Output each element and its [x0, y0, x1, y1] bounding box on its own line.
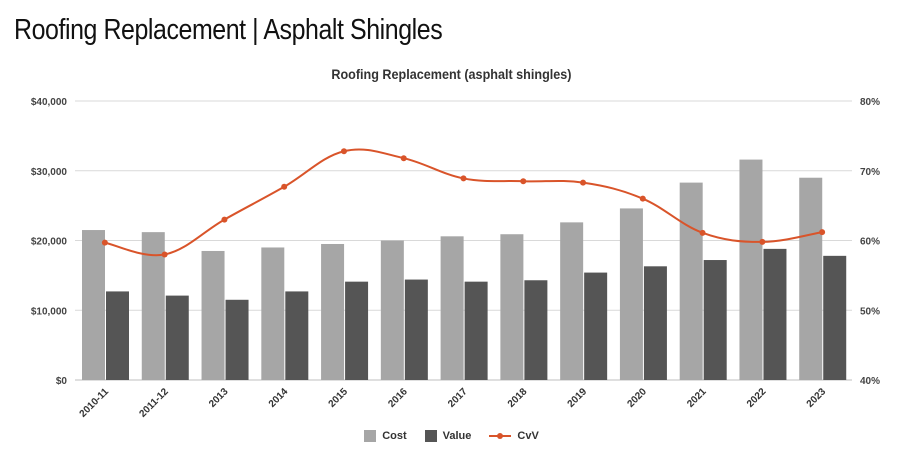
cvv-point: [161, 251, 168, 258]
legend-label-cost: Cost: [382, 430, 407, 442]
cvv-point: [340, 148, 347, 155]
x-tick-label: 2019: [566, 386, 590, 410]
x-tick-label: 2017: [446, 386, 470, 410]
page-title: Roofing Replacement | Asphalt Shingles: [14, 14, 443, 46]
cvv-point: [101, 239, 108, 246]
x-tick-label: 2018: [506, 386, 530, 410]
bar-cost: [560, 222, 584, 380]
cvv-point: [759, 238, 766, 245]
x-tick-label: 2014: [267, 386, 291, 410]
legend-item-cost: Cost: [364, 430, 407, 442]
cvv-point: [580, 179, 587, 186]
bar-cost: [619, 208, 643, 380]
cvv-point: [221, 216, 228, 223]
bar-value: [165, 295, 189, 380]
bar-value: [763, 248, 787, 380]
chart-title: Roofing Replacement (asphalt shingles): [0, 66, 903, 82]
cvv-point: [639, 195, 646, 202]
cvv-point: [400, 155, 407, 162]
chart-title-text: Roofing Replacement (asphalt shingles): [331, 66, 572, 82]
y-tick-right: 50%: [860, 306, 880, 317]
cvv-point: [819, 229, 826, 236]
bar-value: [823, 255, 847, 380]
bar-cost: [201, 250, 225, 380]
cvv-point: [520, 178, 527, 185]
bar-value: [345, 281, 369, 380]
bar-value: [643, 266, 667, 380]
x-tick-label: 2021: [685, 386, 709, 410]
legend: Cost Value CvV: [0, 430, 903, 442]
x-tick-label: 2016: [386, 386, 410, 410]
bar-cost: [500, 234, 524, 380]
bar-cost: [261, 247, 285, 380]
y-tick-left: $10,000: [31, 306, 68, 317]
bar-value: [584, 272, 608, 380]
bar-value: [524, 280, 548, 380]
bar-cost: [440, 236, 464, 380]
legend-swatch-cost: [364, 430, 377, 442]
y-tick-right: 80%: [860, 97, 880, 108]
bar-value: [464, 281, 488, 380]
legend-item-cvv: CvV: [489, 430, 539, 442]
x-tick-label: 2022: [745, 386, 769, 410]
x-tick-label: 2010-11: [78, 386, 112, 420]
y-tick-left: $20,000: [31, 237, 68, 248]
y-tick-left: $0: [56, 376, 68, 387]
cvv-point: [699, 229, 706, 236]
bar-value: [225, 299, 249, 380]
bar-cost: [679, 182, 703, 380]
bar-value: [106, 291, 129, 380]
legend-label-cvv: CvV: [517, 430, 539, 442]
bar-value: [285, 291, 309, 380]
y-tick-right: 60%: [860, 237, 880, 248]
y-tick-left: $30,000: [31, 167, 68, 178]
bar-cost: [82, 230, 105, 380]
x-tick-label: 2011-12: [137, 386, 171, 420]
bar-cost: [799, 177, 823, 380]
cvv-point: [460, 175, 467, 182]
y-tick-right: 40%: [860, 376, 880, 387]
x-tick-label: 2023: [805, 386, 829, 410]
y-tick-left: $40,000: [31, 97, 68, 108]
bar-cost: [739, 159, 763, 380]
bar-cost: [321, 243, 345, 380]
bar-value: [404, 279, 428, 380]
cvv-point: [281, 183, 288, 190]
y-tick-right: 70%: [860, 167, 880, 178]
legend-swatch-cvv: [489, 430, 512, 442]
bar-cost: [141, 232, 165, 380]
x-tick-label: 2013: [207, 386, 231, 410]
legend-item-value: Value: [424, 430, 472, 442]
x-tick-label: 2020: [625, 386, 649, 410]
x-tick-label: 2015: [327, 386, 351, 410]
bar-value: [703, 260, 727, 380]
bar-cost: [380, 240, 404, 380]
legend-label-value: Value: [442, 430, 472, 442]
legend-swatch-value: [424, 430, 437, 442]
